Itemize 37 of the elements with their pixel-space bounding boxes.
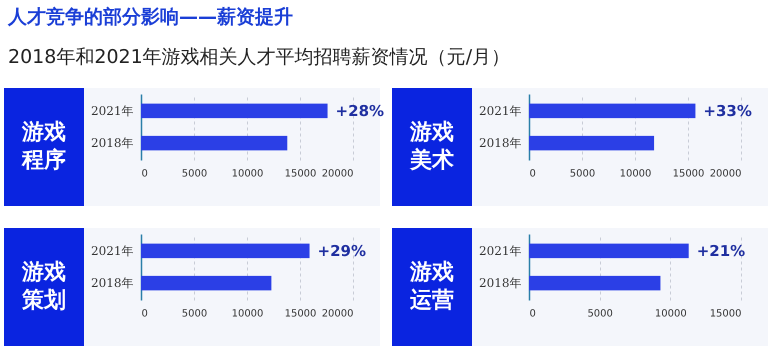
x-tick-label: 20000 [322,168,354,180]
y-tick-label: 2018年 [478,276,522,290]
x-tick-label: 10000 [620,168,652,180]
x-tick-label: 15000 [710,308,742,320]
y-tick-label: 2018年 [478,136,522,150]
text: 游戏程序 [21,119,67,175]
x-tick-label: 15000 [284,308,316,320]
x-tick-label: 15000 [672,168,704,180]
x-tick-label: 0 [142,308,148,320]
x-tick-label: 0 [530,168,536,180]
annotation: +29% [318,242,366,260]
x-tick-label: 5000 [587,308,613,320]
x-tick-label: 5000 [570,168,596,180]
y-tick-label: 2018年 [90,276,134,290]
annotation: +33% [703,102,752,120]
y-tick-label: 2021年 [478,244,522,258]
x-tick-label: 10000 [654,308,687,320]
x-tick-label: 0 [530,308,536,320]
annotation: +21% [696,242,746,260]
y-tick-label: 2021年 [90,104,134,118]
x-tick-label: 10000 [232,168,264,180]
text: 2018年和2021年游戏相关人才平均招聘薪资情况（元/月） [8,45,510,70]
text: 游戏运营 [409,259,455,315]
y-tick-label: 2021年 [478,104,522,118]
x-tick-label: 0 [142,168,148,180]
x-tick-label: 20000 [322,308,354,320]
y-tick-label: 2018年 [90,136,134,150]
x-tick-label: 5000 [182,168,208,180]
x-tick-label: 10000 [232,308,264,320]
text: 人才竞争的部分影响——薪资提升 [8,5,293,30]
text: 游戏策划 [21,259,67,315]
y-tick-label: 2021年 [90,244,134,258]
x-tick-label: 20000 [710,168,742,180]
annotation: +28% [336,102,384,120]
x-tick-label: 15000 [284,168,316,180]
x-tick-label: 5000 [182,308,208,320]
text: 游戏美术 [409,119,455,175]
